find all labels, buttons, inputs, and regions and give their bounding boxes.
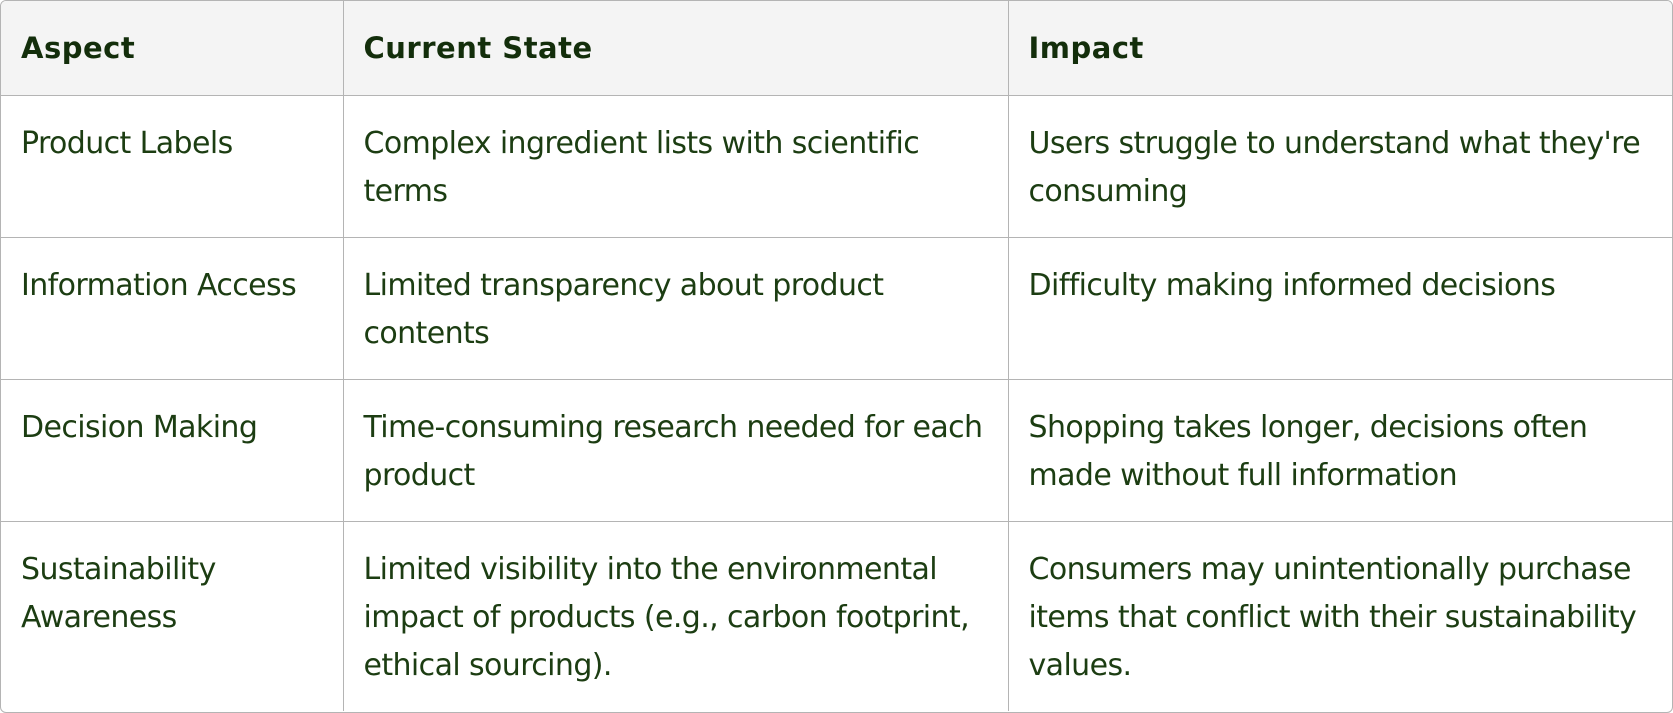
column-header-impact: Impact [1008, 1, 1672, 96]
column-header-current-state: Current State [343, 1, 1009, 96]
table-body: Product Labels Complex ingredient lists … [1, 95, 1672, 711]
cell-current-state: Time-consuming research needed for each … [343, 379, 1009, 522]
cell-current-state: Complex ingredient lists with scientific… [343, 95, 1009, 238]
table-header: Aspect Current State Impact [1, 1, 1672, 96]
cell-impact: Shopping takes longer, decisions often m… [1008, 379, 1672, 522]
cell-impact: Users struggle to understand what they'r… [1008, 95, 1672, 238]
table-row: Information Access Limited transparency … [1, 237, 1672, 380]
cell-aspect: Information Access [1, 237, 344, 380]
cell-aspect: Decision Making [1, 379, 344, 522]
table-row: Product Labels Complex ingredient lists … [1, 95, 1672, 238]
cell-current-state: Limited visibility into the environmenta… [343, 521, 1009, 711]
header-row: Aspect Current State Impact [1, 1, 1672, 96]
cell-aspect: Product Labels [1, 95, 344, 238]
cell-current-state: Limited transparency about product conte… [343, 237, 1009, 380]
cell-aspect: Sustainability Awareness [1, 521, 344, 711]
table-row: Decision Making Time-consuming research … [1, 379, 1672, 522]
column-header-aspect: Aspect [1, 1, 344, 96]
cell-impact: Consumers may unintentionally purchase i… [1028, 551, 1637, 683]
cell-impact: Difficulty making informed decisions [1008, 237, 1672, 380]
table-row: Sustainability Awareness Limited visibil… [1, 521, 1672, 711]
